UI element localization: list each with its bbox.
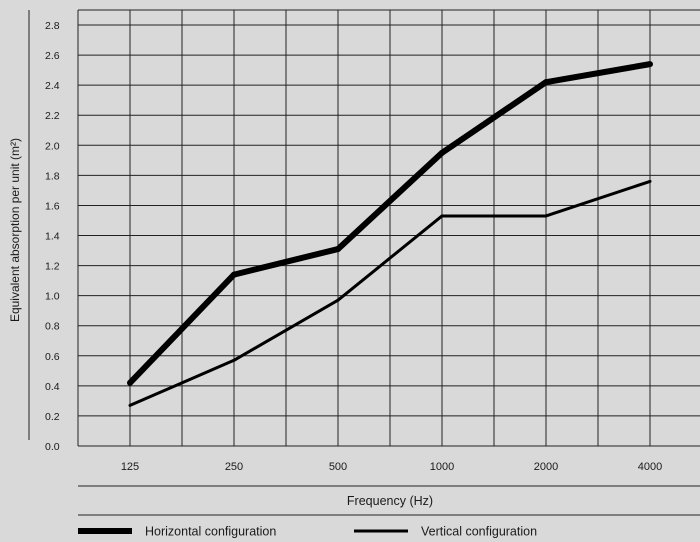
- x-tick-label: 250: [225, 461, 243, 473]
- data-point: [127, 379, 133, 386]
- y-tick-label: 1.2: [45, 261, 60, 273]
- y-tick-label: 1.6: [45, 200, 60, 212]
- series-line-1: [127, 61, 651, 385]
- data-point: [439, 149, 445, 156]
- y-tick-label: 1.0: [45, 291, 60, 303]
- data-point: [544, 214, 548, 218]
- x-tick-label: 4000: [638, 461, 662, 473]
- x-tick-label: 1000: [430, 461, 454, 473]
- y-tick-label: 0.0: [45, 441, 60, 453]
- y-tick-label: 2.2: [45, 110, 60, 122]
- x-tick-label: 2000: [534, 461, 558, 473]
- y-tick-label: 0.2: [45, 411, 60, 423]
- data-point: [336, 298, 340, 302]
- y-axis-label: Equivalent absorption per unit (m²): [8, 138, 22, 322]
- y-tick-label: 0.8: [45, 321, 60, 333]
- data-point: [232, 358, 236, 362]
- x-axis-ticks: 125 250 500 1000 2000 4000: [121, 461, 662, 473]
- data-point: [543, 79, 549, 86]
- grid: [28, 9, 700, 516]
- legend-label: Horizontal configuration: [145, 525, 276, 539]
- data-point: [231, 271, 237, 278]
- data-point: [128, 403, 132, 407]
- legend: Horizontal configuration Vertical configu…: [78, 525, 537, 539]
- data-point: [648, 179, 652, 183]
- y-tick-label: 1.4: [45, 231, 60, 243]
- y-tick-label: 0.4: [45, 381, 60, 393]
- y-tick-label: 2.0: [45, 140, 60, 152]
- series-line-2: [129, 179, 651, 407]
- x-tick-label: 500: [329, 461, 347, 473]
- y-tick-label: 2.6: [45, 50, 60, 62]
- series-lines: [127, 61, 653, 407]
- legend-label: Vertical configuration: [421, 525, 537, 539]
- y-tick-label: 1.8: [45, 170, 60, 182]
- data-point: [440, 214, 444, 218]
- data-point: [647, 61, 653, 68]
- data-point: [335, 246, 341, 253]
- y-tick-label: 2.4: [45, 80, 60, 92]
- x-axis-label: Frequency (Hz): [347, 494, 433, 508]
- y-axis-ticks: 0.0 0.2 0.4 0.6 0.8 1.0 1.2 1.4 1.6 1.8 2.0 2.2 2.4 2…: [45, 20, 60, 453]
- y-tick-label: 2.8: [45, 20, 60, 32]
- x-tick-label: 125: [121, 461, 139, 473]
- y-tick-label: 0.6: [45, 351, 60, 363]
